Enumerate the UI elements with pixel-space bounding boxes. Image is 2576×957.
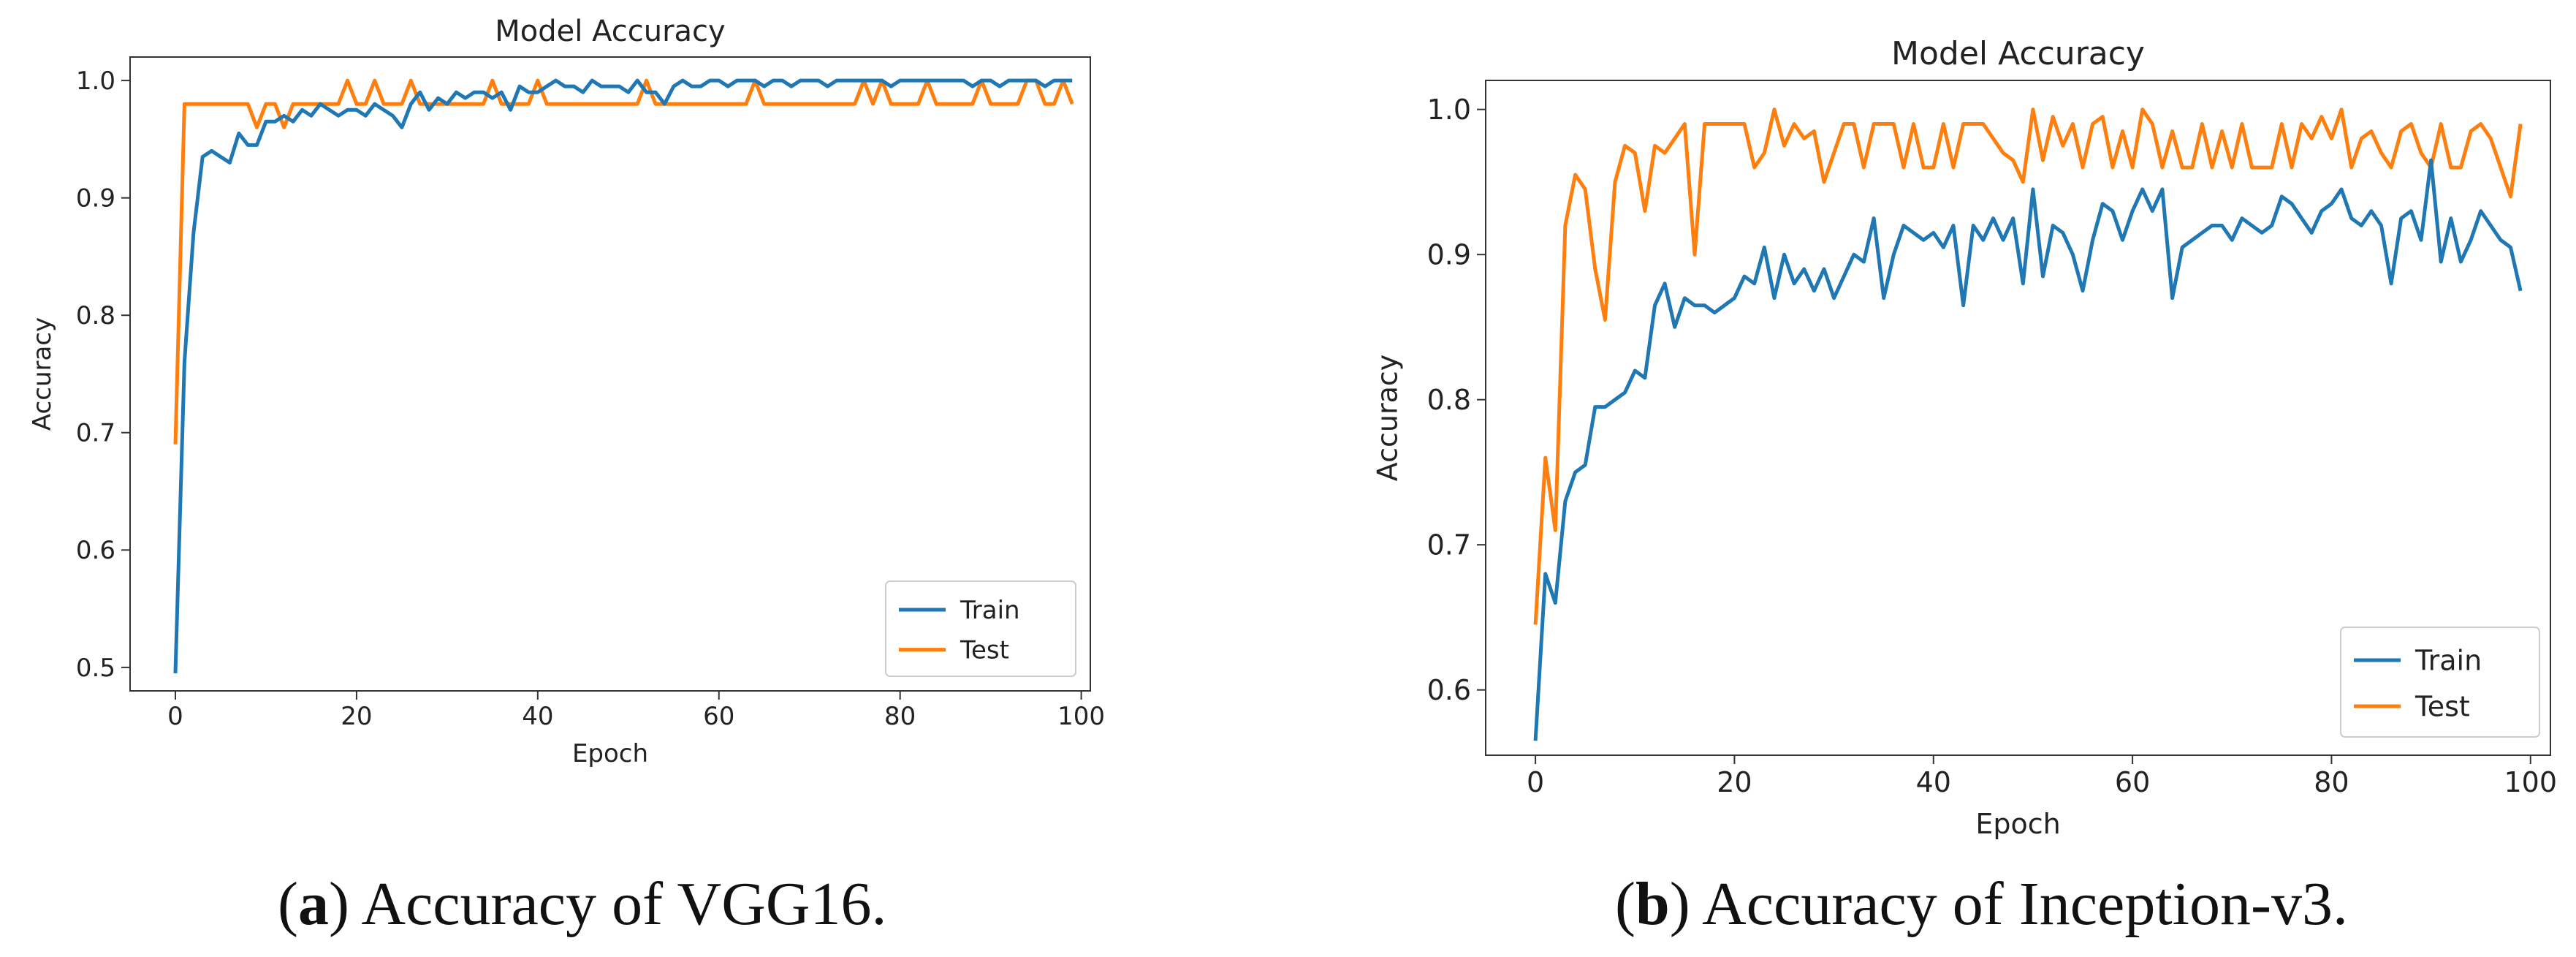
caption-b-letter: b bbox=[1635, 870, 1670, 938]
y-tick-label: 0.8 bbox=[1427, 384, 1471, 416]
y-tick-label: 1.0 bbox=[76, 67, 115, 96]
x-axis-label: Epoch bbox=[572, 739, 648, 768]
x-tick-label: 100 bbox=[1057, 702, 1105, 731]
legend-label-test: Test bbox=[2414, 690, 2470, 722]
series-line-test bbox=[1533, 107, 2523, 625]
chart-group-b: Model Accuracy 0 20 40 60 80 100 0.6 0.7 0.8 0.9 1.… bbox=[1371, 35, 2557, 840]
x-tick-label: 80 bbox=[2314, 766, 2349, 798]
y-axis-label: Accuracy bbox=[28, 317, 57, 431]
x-tick-label: 100 bbox=[2504, 766, 2558, 798]
x-tick-label: 80 bbox=[884, 702, 916, 731]
series-line-train bbox=[1533, 158, 2523, 741]
x-tick-label: 0 bbox=[167, 702, 183, 731]
x-axis-label: Epoch bbox=[1975, 808, 2060, 840]
legend: Train Test bbox=[885, 580, 1076, 677]
legend-label-train: Train bbox=[2414, 644, 2482, 676]
plot-frame bbox=[1485, 80, 2551, 756]
y-tick-label: 0.7 bbox=[76, 419, 115, 448]
y-tick-label: 0.6 bbox=[1427, 674, 1471, 706]
y-tick-label: 0.5 bbox=[76, 654, 115, 683]
y-tick-label: 0.6 bbox=[76, 536, 115, 565]
chart-title: Model Accuracy bbox=[495, 15, 725, 48]
x-tick-label: 20 bbox=[1717, 766, 1752, 798]
caption-a: (a) Accuracy of VGG16. bbox=[278, 870, 887, 938]
caption-a-letter: a bbox=[297, 870, 329, 938]
caption-b: (b) Accuracy of Inception-v3. bbox=[1615, 870, 2348, 938]
y-tick-label: 0.9 bbox=[76, 184, 115, 213]
y-tick-label: 0.7 bbox=[1427, 529, 1471, 561]
legend-box bbox=[885, 580, 1076, 677]
chart-title: Model Accuracy bbox=[1891, 35, 2145, 72]
chart-group-a: Model Accuracy 0 20 40 60 80 100 0.5 0.6 0.7 0.8 0.… bbox=[28, 15, 1105, 768]
legend-label-train: Train bbox=[960, 596, 1020, 625]
x-tick-label: 60 bbox=[2115, 766, 2150, 798]
plot-frame bbox=[129, 56, 1091, 692]
legend-label-test: Test bbox=[960, 636, 1009, 665]
y-tick-label: 0.9 bbox=[1427, 238, 1471, 271]
x-tick-label: 40 bbox=[1916, 766, 1951, 798]
x-tick-label: 0 bbox=[1527, 766, 1544, 798]
legend-box bbox=[2340, 627, 2540, 738]
x-tick-label: 20 bbox=[341, 702, 372, 731]
legend: Train Test bbox=[2340, 627, 2540, 738]
series-line-train bbox=[173, 78, 1073, 673]
x-tick-label: 60 bbox=[703, 702, 734, 731]
y-tick-label: 0.8 bbox=[76, 301, 115, 330]
y-tick-label: 1.0 bbox=[1427, 94, 1471, 126]
series-line-test bbox=[173, 78, 1074, 445]
x-tick-label: 40 bbox=[522, 702, 553, 731]
y-axis-label: Accuracy bbox=[1371, 355, 1403, 482]
